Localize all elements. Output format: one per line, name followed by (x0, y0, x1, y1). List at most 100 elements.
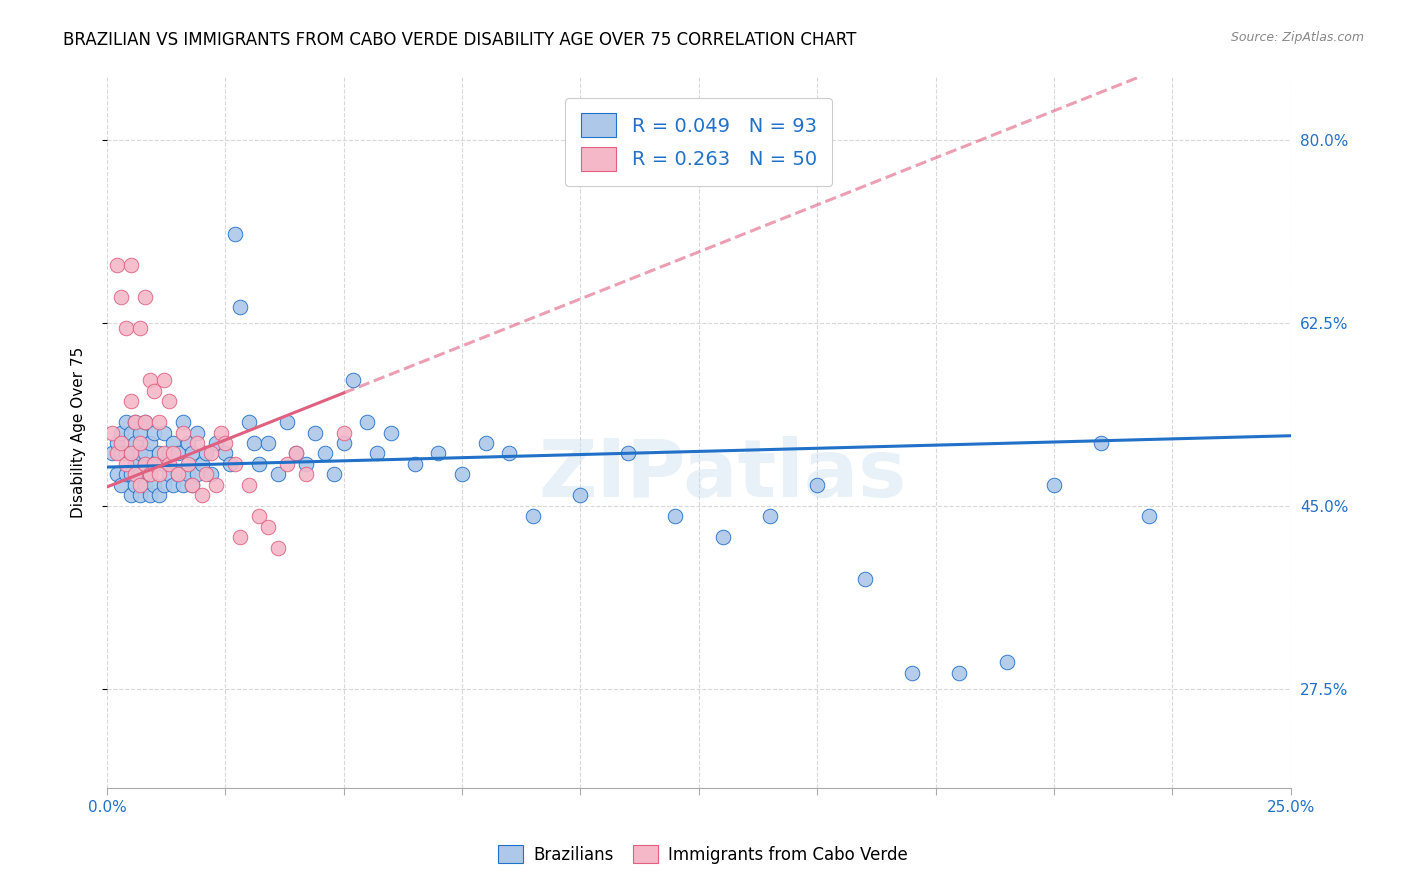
Point (186, 467, 208, 482)
Point (120, 394, 142, 409)
Point (664, 509, 686, 524)
Point (157, 446, 180, 460)
Point (134, 290, 156, 304)
Point (333, 425, 356, 440)
Point (238, 478, 260, 492)
Point (172, 425, 194, 440)
Point (138, 436, 160, 450)
Point (153, 478, 176, 492)
Point (176, 436, 198, 450)
Point (285, 446, 308, 460)
Point (105, 446, 128, 460)
Point (323, 467, 346, 482)
Point (115, 321, 138, 335)
Point (167, 446, 190, 460)
Point (1043, 478, 1066, 492)
Point (110, 290, 132, 304)
Point (176, 457, 198, 471)
Point (266, 467, 288, 482)
Point (153, 457, 176, 471)
Point (190, 457, 212, 471)
Point (404, 457, 426, 471)
Point (143, 425, 166, 440)
Point (238, 415, 260, 429)
Text: Source: ZipAtlas.com: Source: ZipAtlas.com (1230, 31, 1364, 45)
Point (138, 488, 160, 502)
Point (110, 425, 132, 440)
Point (475, 436, 498, 450)
Legend: R = 0.049   N = 93, R = 0.263   N = 50: R = 0.049 N = 93, R = 0.263 N = 50 (565, 98, 832, 186)
Point (451, 467, 474, 482)
Point (257, 519, 280, 533)
Point (129, 321, 152, 335)
Point (129, 425, 152, 440)
Point (172, 478, 194, 492)
Point (120, 446, 142, 460)
Point (948, 665, 970, 680)
Point (186, 425, 208, 440)
Point (176, 467, 198, 482)
Point (172, 415, 194, 429)
Point (266, 541, 288, 555)
Point (200, 467, 222, 482)
Point (190, 488, 212, 502)
Point (995, 656, 1018, 670)
Point (115, 446, 138, 460)
Point (195, 467, 218, 482)
Point (120, 446, 142, 460)
Point (134, 457, 156, 471)
Point (205, 436, 228, 450)
Point (342, 373, 364, 387)
Point (285, 446, 308, 460)
Point (101, 446, 124, 460)
Point (110, 478, 132, 492)
Point (153, 373, 176, 387)
Point (1090, 436, 1112, 450)
Point (498, 446, 520, 460)
Point (148, 446, 170, 460)
Point (120, 467, 142, 482)
Point (124, 478, 146, 492)
Point (333, 436, 356, 450)
Point (162, 436, 184, 450)
Point (759, 509, 782, 524)
Point (138, 467, 160, 482)
Point (153, 446, 176, 460)
Point (806, 478, 828, 492)
Point (134, 478, 156, 492)
Point (143, 457, 166, 471)
Point (105, 259, 128, 273)
Point (243, 436, 266, 450)
Point (143, 457, 166, 471)
Point (148, 488, 170, 502)
Point (205, 478, 228, 492)
Point (129, 436, 152, 450)
Point (1137, 509, 1160, 524)
Point (105, 467, 128, 482)
Point (120, 425, 142, 440)
Point (257, 436, 280, 450)
Point (181, 478, 204, 492)
Point (569, 488, 592, 502)
Point (617, 446, 640, 460)
Point (380, 425, 402, 440)
Point (181, 446, 204, 460)
Point (186, 436, 208, 450)
Point (129, 446, 152, 460)
Point (200, 446, 222, 460)
Point (224, 227, 246, 241)
Point (115, 457, 138, 471)
Point (129, 478, 152, 492)
Point (276, 457, 298, 471)
Point (157, 457, 180, 471)
Point (247, 457, 270, 471)
Point (157, 394, 180, 409)
Point (124, 415, 146, 429)
Point (219, 457, 242, 471)
Point (134, 415, 156, 429)
Point (304, 425, 326, 440)
Legend: Brazilians, Immigrants from Cabo Verde: Brazilians, Immigrants from Cabo Verde (491, 838, 915, 871)
Point (209, 425, 232, 440)
Point (124, 436, 146, 450)
Point (228, 530, 250, 544)
